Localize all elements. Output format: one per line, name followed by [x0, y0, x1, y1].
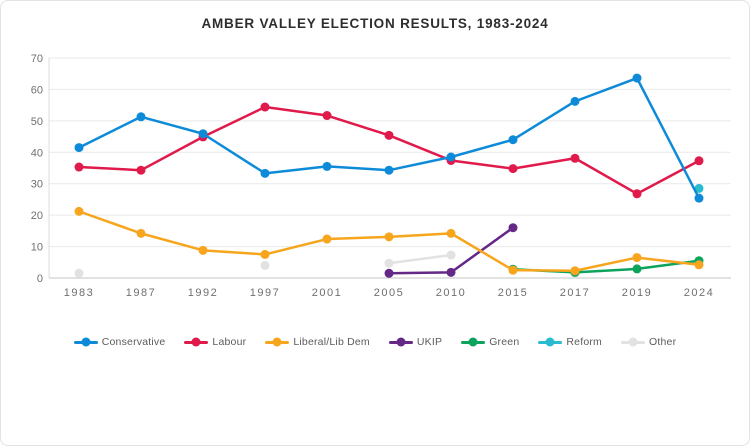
legend-item-conservative[interactable]: Conservative [73, 336, 166, 348]
legend-label-labour: Labour [212, 336, 247, 348]
legend-dot-other [628, 337, 638, 347]
legend-marker-ukip [388, 337, 413, 347]
data-point-labour-2024 [694, 156, 704, 166]
data-point-liberal-lib-dem-1987 [136, 228, 146, 238]
y-axis-label-40: 40 [31, 147, 43, 159]
data-point-liberal-lib-dem-2017 [570, 266, 580, 276]
legend-marker-liberal-lib-dem [265, 337, 290, 347]
legend-marker-other [621, 337, 645, 347]
legend-label-conservative: Conservative [101, 336, 166, 348]
data-point-liberal-lib-dem-1992 [198, 245, 208, 255]
y-axis-label-50: 50 [31, 116, 43, 128]
data-point-labour-2015 [508, 164, 518, 174]
data-point-reform-2024 [694, 183, 704, 193]
x-axis-label-2015: 2015 [498, 287, 528, 299]
data-point-labour-1987 [136, 165, 146, 175]
y-axis-label-30: 30 [31, 179, 43, 191]
legend-marker-reform [538, 337, 563, 347]
data-point-liberal-lib-dem-2019 [632, 253, 642, 263]
data-point-liberal-lib-dem-2024 [694, 260, 704, 270]
series-line-labour [77, 105, 701, 196]
data-point-liberal-lib-dem-2015 [508, 265, 518, 275]
y-axis-label-20: 20 [31, 210, 43, 222]
data-point-labour-2005 [384, 130, 394, 140]
legend-dot-ukip [396, 337, 406, 347]
legend-marker-conservative [73, 337, 98, 347]
legend-item-green[interactable]: Green [461, 336, 519, 348]
data-point-labour-2017 [570, 153, 580, 163]
legend-label-green: Green [489, 336, 520, 348]
data-point-conservative-2024 [694, 193, 704, 203]
data-point-liberal-lib-dem-2001 [322, 234, 332, 244]
x-axis-label-1987: 1987 [126, 287, 156, 299]
x-axis-label-2019: 2019 [622, 287, 652, 299]
legend-label-liberal-lib-dem: Liberal/Lib Dem [293, 336, 370, 348]
data-point-ukip-2010 [446, 267, 456, 277]
legend-item-labour[interactable]: Labour [184, 336, 246, 348]
data-point-conservative-2001 [322, 161, 332, 171]
data-point-labour-2001 [322, 111, 332, 121]
legend-dot-liberal-lib-dem [272, 337, 282, 347]
y-axis-label-60: 60 [31, 84, 43, 96]
data-point-liberal-lib-dem-2005 [384, 232, 394, 242]
legend: Conservative Labour Liberal/Lib Dem UKIP Gre… [1, 336, 749, 348]
data-point-labour-2019 [632, 189, 642, 199]
legend-marker-green [461, 337, 486, 347]
x-axis-label-1997: 1997 [250, 287, 280, 299]
data-point-liberal-lib-dem-2010 [446, 228, 456, 238]
data-point-liberal-lib-dem-1997 [260, 249, 270, 259]
data-point-other-2005 [384, 258, 394, 268]
series-line-other [387, 253, 453, 265]
data-point-conservative-1997 [260, 168, 270, 178]
legend-label-reform: Reform [566, 336, 602, 348]
x-axis-label-2001: 2001 [312, 287, 342, 299]
data-point-conservative-2015 [508, 135, 518, 145]
y-axis-label-10: 10 [31, 242, 43, 254]
plot-area: 0 10 20 30 40 50 60 70 1983 1987 1992 1997 2001 2005 2… [1, 48, 749, 306]
legend-dot-reform [545, 337, 555, 347]
data-point-ukip-2015 [508, 223, 518, 233]
legend-dot-green [468, 337, 478, 347]
data-point-conservative-2005 [384, 165, 394, 175]
chart-svg: 0 10 20 30 40 50 60 70 1983 1987 1992 1997 2001 2005 2… [31, 53, 731, 299]
legend-item-ukip[interactable]: UKIP [388, 336, 443, 348]
data-point-conservative-1983 [74, 143, 84, 153]
data-point-conservative-2010 [446, 152, 456, 162]
legend-item-liberal-lib-dem[interactable]: Liberal/Lib Dem [265, 336, 370, 348]
x-axis-label-2005: 2005 [374, 287, 404, 299]
data-point-labour-1983 [74, 162, 84, 172]
x-axis-label-2010: 2010 [436, 287, 466, 299]
legend-dot-labour [191, 337, 201, 347]
legend-label-ukip: UKIP [416, 336, 443, 348]
data-point-conservative-1987 [136, 112, 146, 122]
data-point-labour-1997 [260, 102, 270, 112]
data-point-conservative-2019 [632, 73, 642, 83]
data-point-other-1997 [260, 260, 270, 270]
data-point-ukip-2005 [384, 268, 394, 278]
x-axis-label-2024: 2024 [684, 287, 714, 299]
data-point-green-2019 [632, 264, 642, 274]
legend-marker-labour [184, 337, 209, 347]
x-axis-label-1983: 1983 [64, 287, 94, 299]
data-point-liberal-lib-dem-1983 [74, 206, 84, 216]
legend-item-other[interactable]: Other [621, 336, 676, 348]
y-axis-label-70: 70 [31, 53, 43, 65]
x-axis-label-2017: 2017 [560, 287, 590, 299]
chart-title: AMBER VALLEY ELECTION RESULTS, 1983-2024 [201, 16, 549, 31]
legend-item-reform[interactable]: Reform [538, 336, 602, 348]
legend-label-other: Other [649, 336, 677, 348]
legend-dot-conservative [81, 337, 91, 347]
y-axis-label-0: 0 [37, 273, 43, 285]
data-point-conservative-2017 [570, 96, 580, 106]
data-point-other-1983 [74, 268, 84, 278]
data-point-conservative-1992 [198, 129, 208, 139]
x-axis-label-1992: 1992 [188, 287, 218, 299]
data-point-other-2010 [446, 250, 456, 260]
